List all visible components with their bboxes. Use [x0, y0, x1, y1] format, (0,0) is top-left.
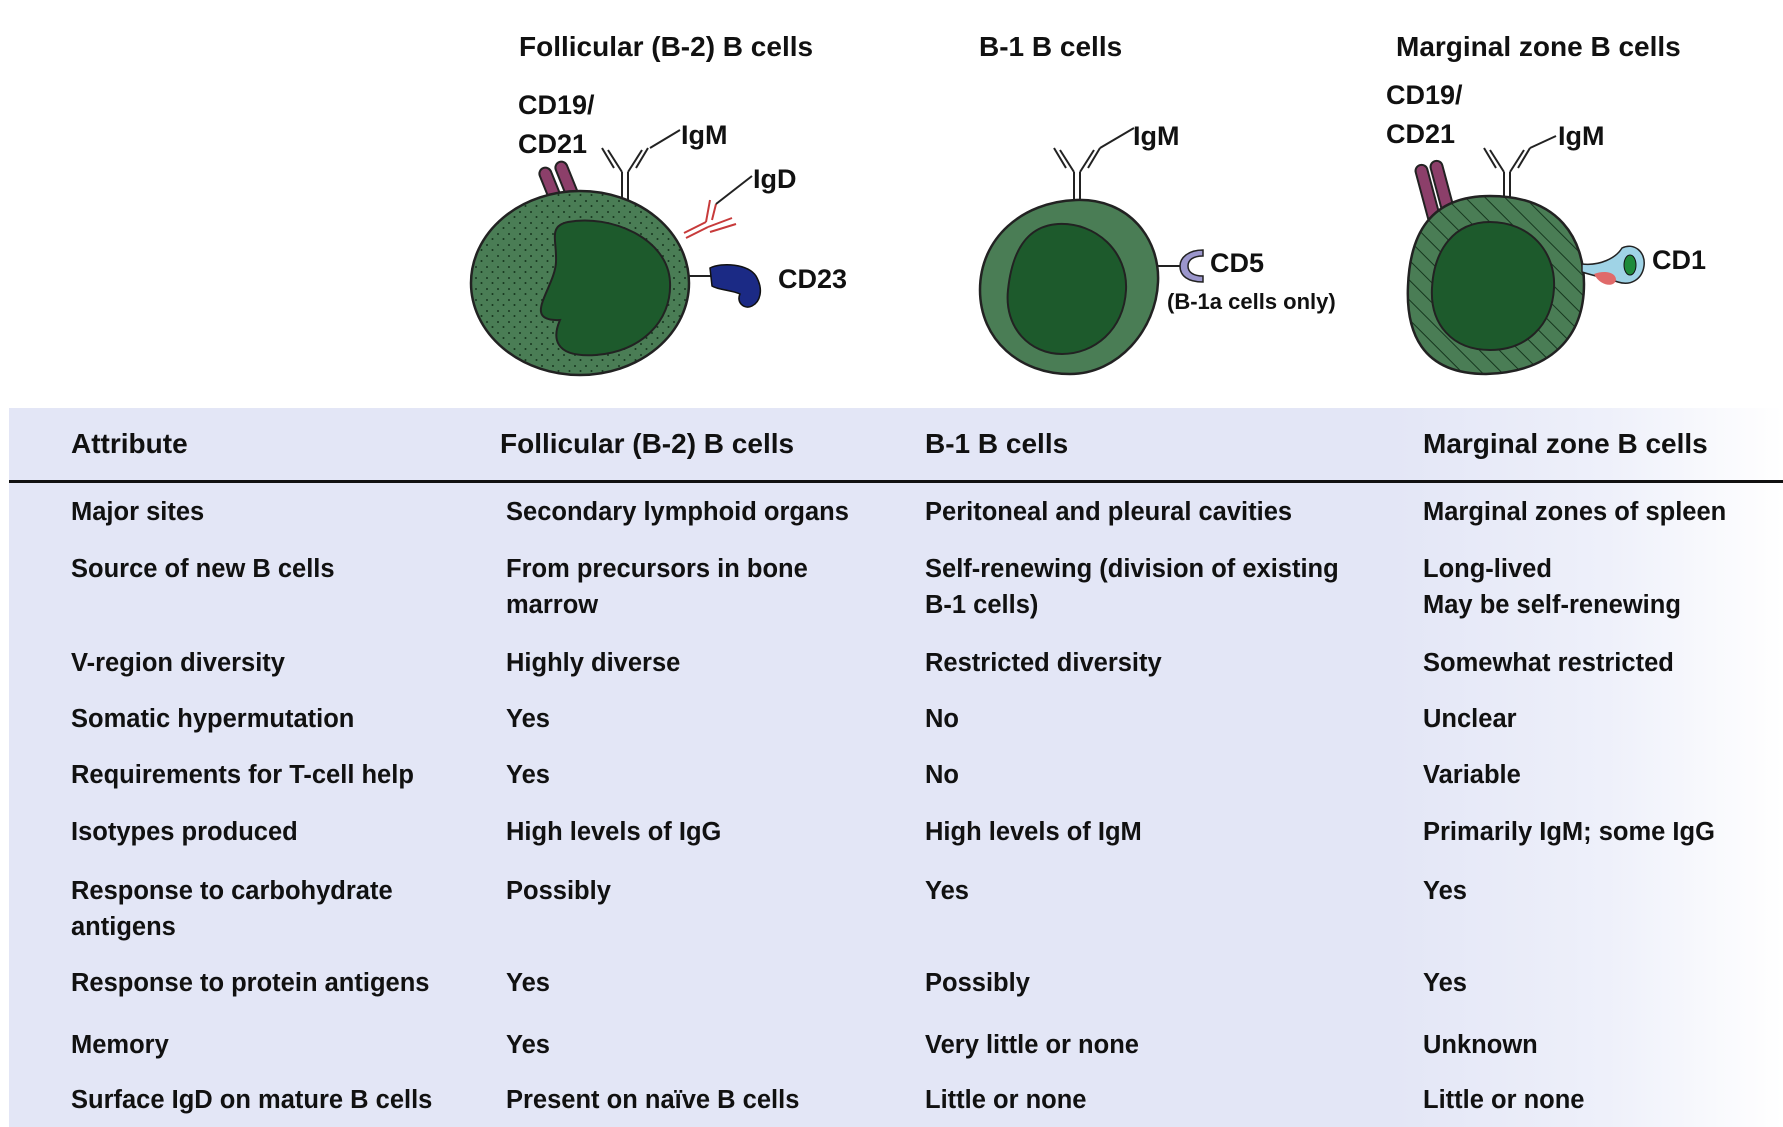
header-b1: B-1 B cells	[925, 428, 1069, 459]
row-attribute: Response to carbohydrate antigens	[71, 877, 393, 941]
marginal-igm-antibody	[1483, 135, 1557, 198]
marginal-cd19-label-1: CD19/	[1386, 80, 1463, 110]
b1-cell-title: B-1 B cells	[979, 31, 1122, 62]
row-marginal-value: Unknown	[1423, 1031, 1538, 1059]
row-b1-value: Yes	[925, 877, 969, 905]
table-header-row: Attribute Follicular (B-2) B cells B-1 B…	[9, 408, 1783, 483]
follicular-igm-antibody	[601, 129, 681, 200]
marginal-nucleus	[1430, 220, 1556, 352]
row-b1-value: High levels of IgM	[925, 818, 1142, 846]
row-follicular-value: Yes	[506, 705, 550, 733]
header-follicular: Follicular (B-2) B cells	[500, 428, 795, 459]
row-marginal-value: Yes	[1423, 969, 1467, 997]
row-b1-value: Self-renewing (division of existing B-1 …	[925, 555, 1339, 619]
follicular-cd19-label-1: CD19/	[518, 90, 595, 120]
b1-cd5-note: (B-1a cells only)	[1167, 289, 1336, 314]
row-follicular-value: Possibly	[506, 877, 611, 905]
row-follicular-value: Yes	[506, 1031, 550, 1059]
marginal-cd19-label-2: CD21	[1386, 119, 1455, 149]
row-attribute: Surface IgD on mature B cells	[71, 1086, 433, 1114]
b-cell-diagrams: Follicular (B-2) B cells	[469, 31, 1706, 377]
row-marginal-value: Variable	[1423, 761, 1521, 789]
follicular-cd19-label-2: CD21	[518, 129, 587, 159]
b1-cd5-label: CD5	[1210, 248, 1264, 278]
row-marginal-value: Somewhat restricted	[1423, 649, 1674, 677]
row-b1-value: Possibly	[925, 969, 1030, 997]
b1-nucleus	[1006, 222, 1128, 356]
row-b1-value: No	[925, 761, 959, 789]
row-follicular-value: Highly diverse	[506, 649, 681, 677]
row-attribute: Somatic hypermutation	[71, 705, 355, 733]
row-b1-value: No	[925, 705, 959, 733]
row-marginal-value: Little or none	[1423, 1086, 1585, 1114]
row-follicular-value: Yes	[506, 761, 550, 789]
row-attribute: Source of new B cells	[71, 555, 335, 583]
row-marginal-value: Long-lived May be self-renewing	[1423, 555, 1681, 619]
row-follicular-value: High levels of IgG	[506, 818, 722, 846]
row-attribute: Requirements for T-cell help	[71, 761, 414, 789]
marginal-cd1-marker	[1581, 245, 1645, 285]
row-marginal-value: Yes	[1423, 877, 1467, 905]
b1-igm-antibody	[1053, 127, 1135, 202]
follicular-igm-label: IgM	[681, 120, 728, 150]
header-attribute: Attribute	[71, 428, 188, 459]
row-marginal-value: Unclear	[1423, 705, 1517, 733]
follicular-cell-diagram: Follicular (B-2) B cells	[469, 31, 847, 377]
follicular-cell-title: Follicular (B-2) B cells	[519, 31, 813, 62]
row-marginal-value: Primarily IgM; some IgG	[1423, 818, 1715, 846]
follicular-nucleus	[539, 219, 672, 357]
row-marginal-value: Marginal zones of spleen	[1423, 498, 1727, 526]
row-attribute: Isotypes produced	[71, 818, 298, 846]
row-b1-value: Restricted diversity	[925, 649, 1162, 677]
row-follicular-value: Yes	[506, 969, 550, 997]
marginal-zone-cell-title: Marginal zone B cells	[1396, 31, 1681, 62]
row-attribute: V-region diversity	[71, 649, 285, 677]
marginal-igm-label: IgM	[1558, 121, 1605, 151]
b1-igm-label: IgM	[1133, 121, 1180, 151]
header-marginal-zone: Marginal zone B cells	[1423, 428, 1708, 459]
marginal-cd1-label: CD1	[1652, 245, 1706, 275]
marginal-zone-cell-diagram: Marginal zone B cells CD19/ CD21 IgM CD1	[1386, 31, 1706, 376]
follicular-igd-antibody	[683, 175, 753, 239]
b1-cell-diagram: B-1 B cells IgM CD5 (B-1a cells only)	[978, 31, 1336, 376]
row-b1-value: Very little or none	[925, 1031, 1139, 1059]
row-follicular-value: From precursors in bone marrow	[506, 555, 808, 619]
row-b1-value: Little or none	[925, 1086, 1087, 1114]
row-attribute: Response to protein antigens	[71, 969, 430, 997]
follicular-cd23-marker	[689, 263, 762, 308]
row-follicular-value: Secondary lymphoid organs	[506, 498, 849, 526]
row-b1-value: Peritoneal and pleural cavities	[925, 498, 1293, 526]
follicular-igd-label: IgD	[753, 164, 797, 194]
row-attribute: Memory	[71, 1031, 169, 1059]
comparison-table: Attribute Follicular (B-2) B cells B-1 B…	[9, 408, 1783, 1127]
row-attribute: Major sites	[71, 498, 205, 526]
b1-cd5-marker	[1158, 249, 1204, 283]
row-follicular-value: Present on naïve B cells	[506, 1086, 800, 1114]
follicular-cd23-label: CD23	[778, 264, 847, 294]
